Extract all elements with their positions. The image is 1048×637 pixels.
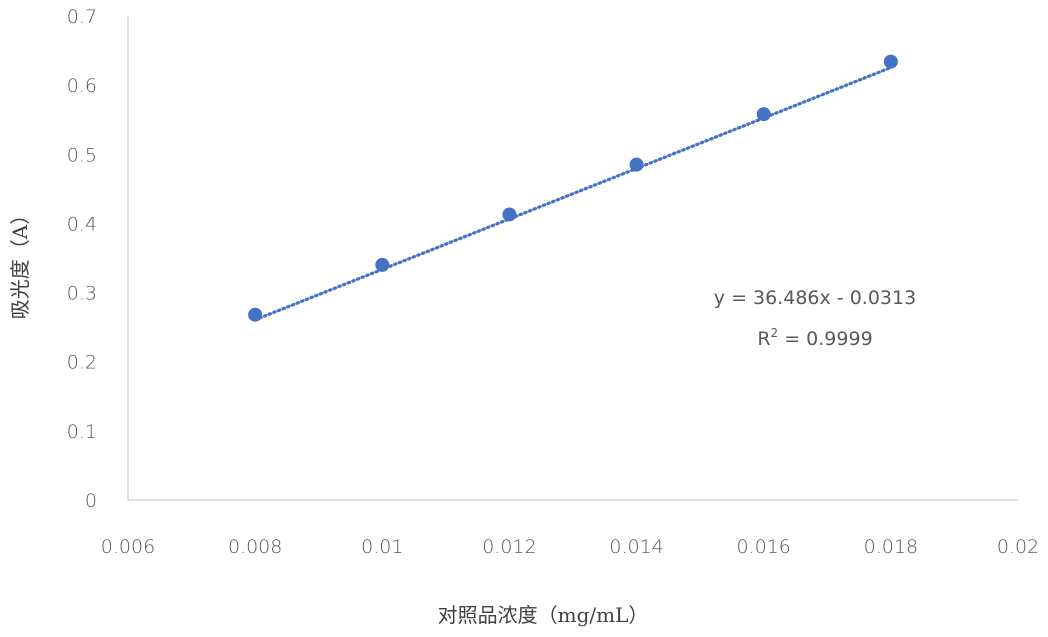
data-points (248, 54, 898, 322)
y-tick-label: 0.5 (67, 144, 97, 166)
y-tick-label: 0.3 (67, 283, 97, 305)
r2-superscript: 2 (771, 326, 779, 340)
y-tick-label: 0.7 (67, 6, 97, 28)
y-axis-title: 吸光度（A） (8, 205, 32, 319)
data-point (502, 207, 517, 222)
data-point (756, 107, 771, 122)
r2-value: = 0.9999 (778, 328, 872, 350)
x-tick-label: 0.014 (609, 536, 663, 558)
x-tick-label: 0.008 (228, 536, 282, 558)
data-point (883, 54, 898, 69)
y-tick-label: 0.4 (67, 213, 97, 235)
y-tick-label: 0.6 (67, 75, 97, 97)
x-tick-labels: 0.006 0.008 0.01 0.012 0.014 0.016 0.018 0.02 (101, 536, 1039, 558)
y-tick-label: 0.1 (67, 421, 97, 443)
r2-prefix: R (757, 328, 770, 350)
x-tick-label: 0.006 (101, 536, 155, 558)
y-tick-labels: 0 0.1 0.2 0.3 0.4 0.5 0.6 0.7 (67, 6, 97, 512)
x-tick-label: 0.02 (997, 536, 1039, 558)
y-tick-label: 0 (85, 490, 97, 512)
y-tick-label: 0.2 (67, 352, 97, 374)
x-tick-label: 0.012 (482, 536, 536, 558)
x-tick-label: 0.01 (361, 536, 403, 558)
trendline-equation: y = 36.486x - 0.0313 (714, 287, 916, 309)
trendline-r-squared: R2 = 0.9999 (757, 326, 872, 350)
x-tick-label: 0.016 (737, 536, 791, 558)
x-axis-title: 对照品浓度（mg/mL） (438, 603, 649, 627)
data-point (375, 257, 390, 272)
trendline (253, 65, 893, 322)
data-point (248, 307, 263, 322)
data-point (629, 157, 644, 172)
x-tick-label: 0.018 (864, 536, 918, 558)
